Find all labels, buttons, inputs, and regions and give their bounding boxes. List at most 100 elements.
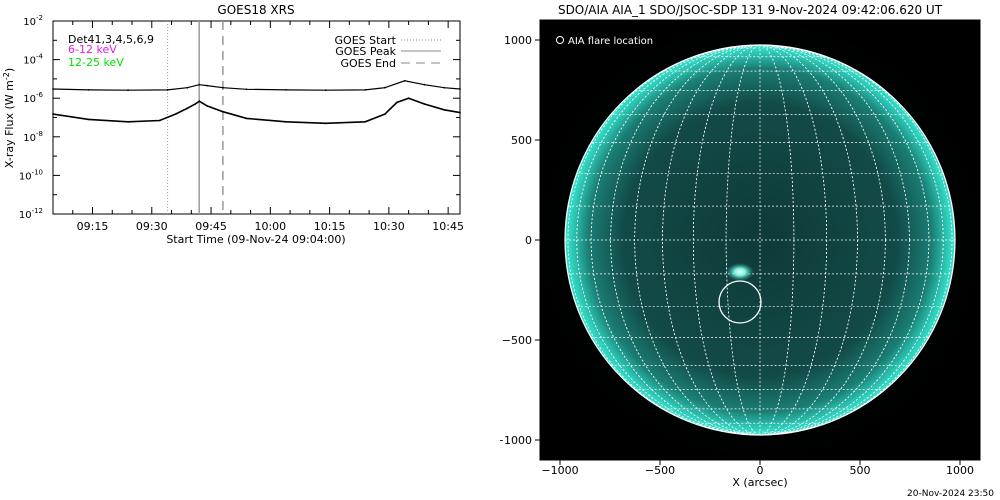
goes-x-tick-label: 10:15 [314,220,346,233]
longitude-line [567,44,953,436]
goes-data-point [384,113,386,115]
goes-x-tick-label: 10:45 [432,220,464,233]
goes-data-point [186,107,189,110]
goes-x-tick-label: 09:45 [195,220,227,233]
goes-ylabel-text: X-ray Flux (W m [3,80,16,168]
goes-data-point [459,88,461,90]
goes-x-tick-label: 09:30 [136,220,168,233]
goes-y-tick-label: 10-10 [19,168,43,182]
goes-y-tick-label: 10-2 [23,14,43,28]
aia-y-tick-label: 0 [525,234,532,247]
goes-data-point [222,86,224,89]
goes-y-tick-base: 10 [23,133,36,144]
goes-data-point [206,105,209,107]
goes-y-tick-base: 10 [23,94,36,105]
longitude-line [610,44,910,436]
goes-data-point [245,117,248,120]
aia-x-tick-label: −500 [645,464,675,477]
goes-data-point [443,108,446,111]
goes-y-tick-exponent: -6 [36,91,44,99]
goes-data-point [443,86,446,89]
goes-data-point [364,120,367,123]
goes-data-point [245,88,248,91]
aia-y-tick-label: −500 [502,334,532,347]
goes-y-tick-exponent: -12 [32,207,43,215]
aia-flare-glow [726,263,754,281]
goes-data-point [158,119,161,122]
aia-x-tick-label: 0 [757,464,764,477]
aia-y-tick-label: 1000 [504,34,532,47]
goes-data-point [403,79,406,82]
aia-sun-disk [565,45,955,435]
aia-axes: −1000 −500 0 500 1000 −1000 −500 0 500 1000 [500,34,974,477]
goes-y-tick-exponent: -8 [36,130,43,138]
goes-x-tick-label: 10:00 [254,220,286,233]
goes-data-point [364,89,367,91]
goes-y-tick-base: 10 [19,210,32,221]
goes-data-point [285,120,287,123]
goes-series-group [52,79,461,125]
goes-data-point [52,88,54,90]
goes-band-high: 12-25 keV [68,56,124,69]
goes-x-tick-label: 09:15 [77,220,109,233]
goes-y-tick-label: 10-6 [23,91,43,105]
goes-data-point [198,100,201,103]
goes-y-tick-exponent: -4 [36,53,44,61]
goes-y-tick-base: 10 [23,17,36,28]
longitude-line [576,44,944,436]
goes-ylabel-sup: -2 [2,72,11,80]
longitude-line [590,44,930,436]
goes-data-point [222,110,224,113]
goes-series-line-short [52,97,461,125]
goes-series-line-long [52,80,461,91]
legend-goes-peak: GOES Peak [335,45,396,58]
goes-legend: GOES Start GOES Peak GOES End [335,34,441,70]
goes-data-point [423,103,426,105]
goes-data-point [324,89,327,92]
goes-event-markers [167,21,224,214]
aia-x-tick-label: 1000 [946,464,974,477]
aia-legend-text: AIA flare location [568,36,653,47]
goes-ylabel: X-ray Flux (W m-2) [2,68,17,168]
goes-data-point [127,120,129,123]
aia-footer-timestamp: 20-Nov-2024 23:50 [907,489,994,499]
heliographic-grid [564,44,956,436]
aia-x-tick-label: −1000 [541,464,578,477]
legend-goes-start: GOES Start [335,34,397,47]
goes-data-point [423,83,426,86]
goes-y-tick-base: 10 [19,171,32,182]
goes-data-point [459,111,461,114]
goes-band-low: 6-12 keV [68,43,117,56]
goes-data-point [198,83,201,86]
goes-data-point [87,118,90,121]
aia-x-tick-label: 500 [850,464,871,477]
aia-legend-circle-icon [556,36,564,44]
goes-data-point [324,122,327,125]
goes-data-point [395,101,398,104]
goes-y-tick-base: 10 [23,56,36,67]
longitude-line [634,44,886,436]
goes-y-tick-exponent: -2 [36,14,43,22]
goes-data-point [52,113,54,115]
goes-x-tick-label: 10:30 [373,220,405,233]
aia-xlabel: X (arcsec) [732,476,787,489]
goes-data-point [407,97,410,100]
goes-data-point [285,89,287,91]
aia-y-tick-label: 500 [511,134,532,147]
goes-data-point [166,89,169,91]
goes-x-axis: 09:15 09:30 09:45 10:00 10:15 10:30 10:45 [72,21,464,233]
goes-title: GOES18 XRS [217,3,294,17]
goes-data-point [194,103,197,105]
aia-image-panel: SDO/AIA AIA_1 SDO/JSOC-SDP 131 9-Nov-202… [500,3,994,499]
goes-y-tick-exponent: -10 [32,168,43,176]
goes-y-tick-label: 10-8 [23,130,43,144]
goes-data-point [186,86,189,89]
goes-y-tick-label: 10-4 [23,53,43,67]
legend-goes-end: GOES End [340,57,396,70]
goes-ylabel-close: ) [3,68,16,72]
goes-data-point [127,89,129,92]
goes-data-point [87,89,90,91]
goes-data-point [174,113,177,115]
